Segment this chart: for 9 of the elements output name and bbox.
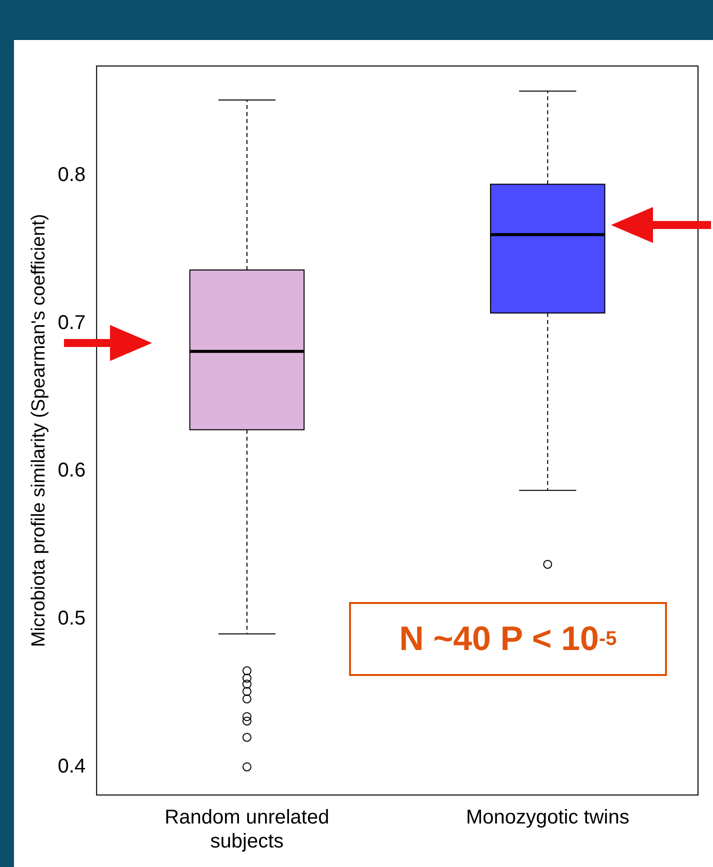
y-tick-label: 0.8 (58, 164, 86, 186)
y-tick-label: 0.5 (58, 608, 86, 630)
x-tick-label: Monozygotic twins (466, 806, 630, 829)
annotation: N ~40 P < 10$^{-5}$ (349, 602, 667, 676)
y-tick-label: 0.7 (58, 312, 86, 334)
y-axis-title: Microbiota profile similarity (Spearman's coefficient) (28, 214, 50, 648)
x-tick-label: Random unrelated subjects (164, 806, 330, 853)
y-tick-label: 0.6 (58, 460, 86, 482)
y-tick-label: 0.4 (58, 755, 86, 778)
